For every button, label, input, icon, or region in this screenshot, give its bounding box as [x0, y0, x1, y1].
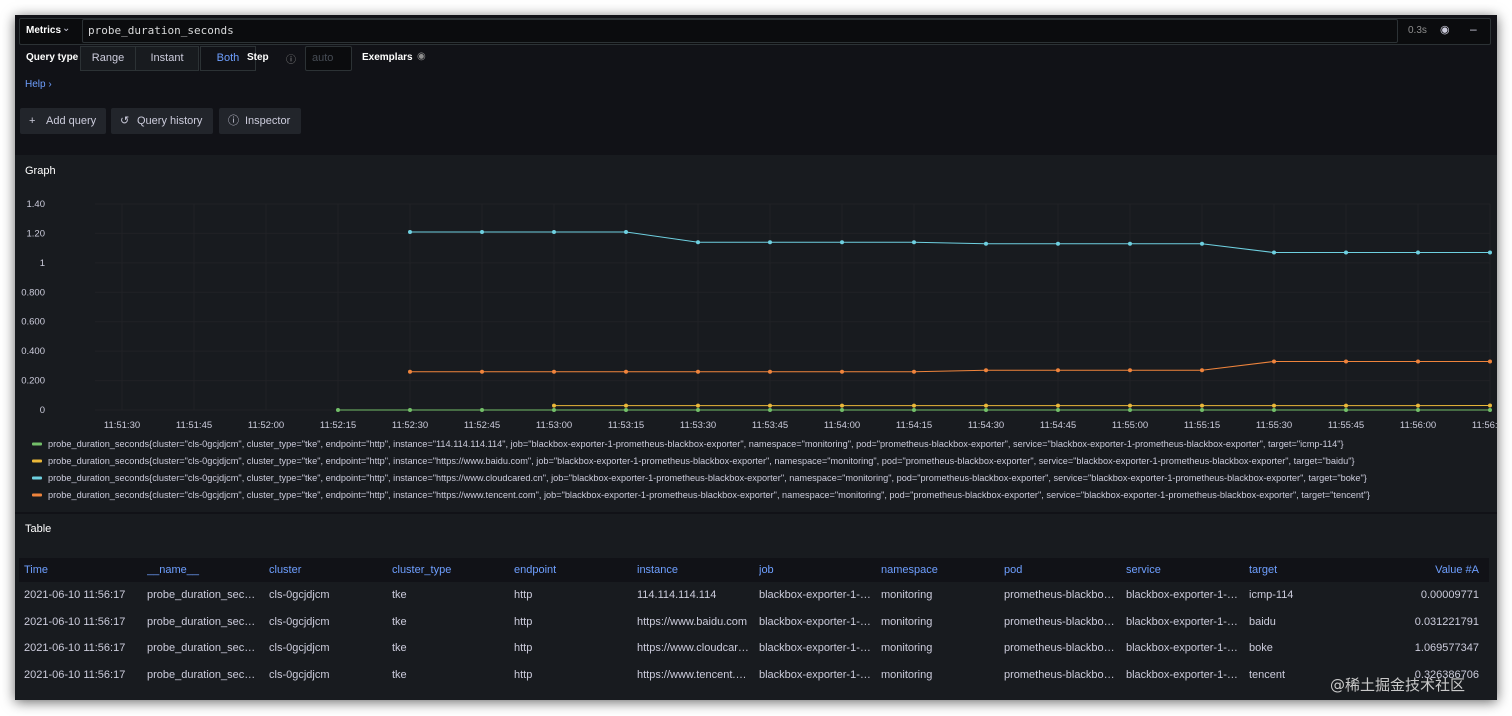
query-input-box[interactable]: [82, 19, 1398, 43]
table-cell: blackbox-exporter-1-prometheus-blackbox-…: [759, 669, 871, 681]
help-link[interactable]: Help ›: [25, 79, 52, 90]
column-header[interactable]: Value #A: [1435, 564, 1479, 576]
query-type-option[interactable]: Instant: [135, 46, 199, 71]
table-cell: 0.031221791: [1414, 616, 1479, 628]
column-header[interactable]: Time: [24, 564, 49, 576]
table-panel: [15, 514, 1497, 700]
table-cell: blackbox-exporter-1-prometheus-blackbox-…: [759, 642, 871, 654]
table-cell: cls-0gcjdjcm: [269, 616, 330, 628]
table-cell: http: [514, 669, 533, 681]
step-label: Step: [247, 52, 269, 63]
remove-query-icon[interactable]: –: [1470, 22, 1477, 36]
table-cell: 2021-06-10 11:56:17: [24, 642, 126, 654]
table-cell: http: [514, 642, 533, 654]
table-cell: tke: [392, 589, 407, 601]
table-cell: blackbox-exporter-1-prometheus-blackbox-…: [759, 589, 871, 601]
button-label[interactable]: Inspector: [245, 115, 291, 127]
table-cell: 114.114.114.114: [637, 589, 717, 601]
column-header[interactable]: cluster: [269, 564, 302, 576]
column-header[interactable]: cluster_type: [392, 564, 452, 576]
table-cell: http: [514, 616, 533, 628]
metrics-label[interactable]: Metrics: [26, 25, 62, 36]
query-type-option[interactable]: Range: [80, 46, 136, 71]
table-cell: prometheus-blackbox-exporter: [1004, 589, 1116, 601]
query-type-option[interactable]: Both: [200, 46, 256, 71]
table-cell: prometheus-blackbox-exporter: [1004, 642, 1116, 654]
column-header[interactable]: endpoint: [514, 564, 557, 576]
graph-panel: [15, 155, 1497, 512]
column-header[interactable]: service: [1126, 564, 1161, 576]
table-cell: cls-0gcjdjcm: [269, 589, 330, 601]
toolbar-button[interactable]: + Add query: [20, 108, 106, 134]
query-input[interactable]: probe_duration_seconds: [88, 24, 234, 37]
button-label[interactable]: Add query: [46, 115, 97, 127]
table-cell: 2021-06-10 11:56:17: [24, 616, 126, 628]
table-cell: monitoring: [881, 589, 933, 601]
table-cell: tke: [392, 669, 407, 681]
table-cell: baidu: [1249, 616, 1276, 628]
table-cell: 1.069577347: [1414, 642, 1479, 654]
graph-title: Graph: [25, 165, 56, 177]
table-title: Table: [25, 523, 52, 535]
column-header[interactable]: namespace: [881, 564, 938, 576]
table-cell: probe_duration_seconds: [147, 589, 259, 601]
table-cell: tke: [392, 642, 407, 654]
table-cell: prometheus-blackbox-exporter: [1004, 616, 1116, 628]
table-cell: http: [514, 589, 533, 601]
table-cell: icmp-114: [1249, 589, 1294, 601]
table-cell: blackbox-exporter-1-prometheus-blackbox-…: [759, 616, 871, 628]
button-icon: ↺: [120, 115, 130, 127]
step-input[interactable]: [305, 46, 352, 71]
column-header[interactable]: instance: [637, 564, 678, 576]
table-cell: blackbox-exporter-1-prometheus-blackbox-…: [1126, 589, 1238, 601]
toolbar-button[interactable]: ↺ Query history: [111, 108, 213, 134]
button-label[interactable]: Query history: [137, 115, 203, 127]
hide-query-icon[interactable]: ◉: [1440, 24, 1450, 36]
table-cell: prometheus-blackbox-exporter: [1004, 669, 1116, 681]
table-cell: monitoring: [881, 642, 933, 654]
exemplars-icon[interactable]: ◉: [417, 51, 426, 62]
table-cell: https://www.cloudcared.cn: [637, 642, 749, 654]
watermark: @稀土掘金技术社区: [1330, 676, 1466, 694]
table-cell: blackbox-exporter-1-prometheus-blackbox-…: [1126, 642, 1238, 654]
table-cell: 2021-06-10 11:56:17: [24, 589, 126, 601]
column-header[interactable]: pod: [1004, 564, 1023, 576]
table-cell: cls-0gcjdjcm: [269, 642, 330, 654]
column-header[interactable]: target: [1249, 564, 1278, 576]
table-cell: https://www.baidu.com: [637, 616, 748, 628]
table-cell: cls-0gcjdjcm: [269, 669, 330, 681]
table-cell: 2021-06-10 11:56:17: [24, 669, 126, 681]
column-header[interactable]: __name__: [147, 564, 199, 576]
table-cell: boke: [1249, 642, 1273, 654]
table-cell: blackbox-exporter-1-prometheus-blackbox-…: [1126, 616, 1238, 628]
table-cell: monitoring: [881, 669, 933, 681]
explore-window: Metrics ⌄ probe_duration_seconds 0.3s ◉ …: [15, 15, 1497, 700]
help-text[interactable]: Help: [25, 79, 46, 90]
table-cell: probe_duration_seconds: [147, 642, 259, 654]
query-type-label: Query type: [26, 52, 79, 63]
step-info-icon: ⓘ: [286, 55, 296, 66]
table-cell: tke: [392, 616, 407, 628]
button-icon: +: [29, 115, 36, 127]
table-cell: probe_duration_seconds: [147, 616, 259, 628]
step-placeholder: auto: [312, 52, 334, 64]
table-cell: https://www.tencent.com: [637, 669, 749, 681]
table-cell: 0.00009771: [1420, 589, 1479, 601]
table-cell: blackbox-exporter-1-prometheus-blackbox-…: [1126, 669, 1238, 681]
chevron: ⌄: [62, 23, 71, 34]
column-header[interactable]: job: [759, 564, 774, 576]
query-duration: 0.3s: [1408, 25, 1427, 36]
table-cell: monitoring: [881, 616, 933, 628]
exemplars-label: Exemplars: [362, 52, 413, 63]
toolbar-button[interactable]: ⓘ Inspector: [219, 108, 301, 134]
table-header-row: [19, 558, 1489, 582]
button-icon: ⓘ: [228, 115, 239, 127]
table-cell: probe_duration_seconds: [147, 669, 259, 681]
